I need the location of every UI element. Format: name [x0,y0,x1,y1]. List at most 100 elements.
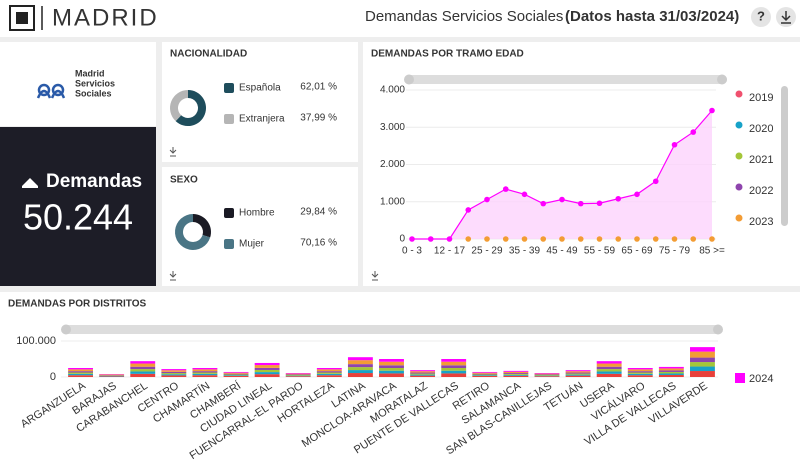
point [559,236,565,242]
legend-swatch [735,152,743,160]
bar-segment [410,373,436,375]
bar-segment [347,360,373,365]
bar-segment [254,367,280,370]
legend-swatch [224,114,234,124]
bar-segment [410,375,436,377]
bar-segment [658,368,684,371]
bar-segment [596,369,622,372]
download-icon[interactable] [781,11,791,24]
bar-segment [192,368,218,370]
bar-segment [503,371,529,374]
bar-segment [285,374,311,376]
bar-segment [690,362,715,367]
range-slider[interactable] [62,325,722,334]
point [484,236,490,242]
bar-segment [161,371,187,374]
bar-segment [68,373,93,376]
bar-segment [316,375,342,377]
bar-segment [223,375,249,376]
bar-segment [379,359,404,362]
bar-segment [379,373,404,377]
bar-segment [316,373,342,376]
bar-segment [441,359,467,362]
point [652,236,659,242]
help-label[interactable]: ? [757,8,765,23]
logo-icon [9,5,35,31]
bar-segment [130,371,156,374]
point [427,236,434,242]
bar-segment [503,373,529,375]
panel [0,292,800,476]
legend-swatch [735,373,745,383]
bar-segment [192,373,218,376]
legend-swatch [735,183,743,191]
point [409,236,415,242]
slider-handle[interactable] [713,324,723,335]
bar-segment [99,376,125,377]
bar-segment [565,373,591,375]
bar-segment [254,374,280,377]
bar-segment [565,372,591,374]
bar-segment [130,373,156,377]
bar-segment [534,376,560,377]
help-button[interactable] [751,7,771,27]
point [484,196,490,203]
bar-segment [223,372,249,374]
x-tick-label: 55 - 59 [584,246,616,257]
bar-segment [534,375,560,376]
legend-swatch [735,90,743,98]
point [465,207,472,213]
bar-segment [596,363,622,367]
legend-swatch [735,121,743,129]
y-tick-label: 3.000 [380,122,405,133]
bar-segment [379,365,404,368]
point [540,200,547,207]
range-slider[interactable] [405,75,727,84]
slider-handle[interactable] [61,324,71,335]
bar-segment [379,368,404,371]
panel [162,167,358,286]
legend-swatch [224,239,234,249]
bar-segment [285,375,311,376]
brand-panel [0,42,156,126]
point [690,236,697,242]
bar-segment [316,369,342,372]
kpi-icon [22,178,38,188]
x-tick-label: 75 - 79 [659,246,691,257]
bar-segment [130,369,156,372]
logo-text: MADRID [52,4,159,31]
bar-segment [161,373,187,375]
bar-segment [223,373,249,375]
point [634,191,640,198]
panel [162,42,358,162]
bar-segment [285,373,311,374]
chart-title: NACIONALIDAD [170,49,247,60]
bar-segment [316,368,342,370]
slider-handle[interactable] [717,74,727,85]
value-label: 37,99 % [300,113,337,124]
chart-title: SEXO [170,175,198,186]
legend-label: 2023 [749,216,773,228]
bar-segment [596,361,622,364]
bar-segment [565,371,591,373]
point [559,196,565,203]
kpi-value: 50.244 [23,197,133,238]
point [652,178,659,185]
scrollbar[interactable] [781,86,788,226]
bar-segment [596,373,622,377]
bar-segment [472,375,498,376]
bar-segment [410,374,436,376]
point [615,236,622,242]
bar-segment [472,375,498,377]
legend-label: Hombre [239,208,275,219]
slider-handle[interactable] [404,74,414,85]
download-icons[interactable] [169,147,379,281]
bar-segment [68,368,93,370]
bar-segment [99,374,125,376]
legend-label: 2024 [749,373,773,385]
bar-segment [441,365,467,368]
bar-segment [565,375,591,377]
chart-title: DEMANDAS POR TRAMO EDAD [371,49,524,60]
kpi-panel [0,127,156,286]
bar-segment [441,370,467,374]
